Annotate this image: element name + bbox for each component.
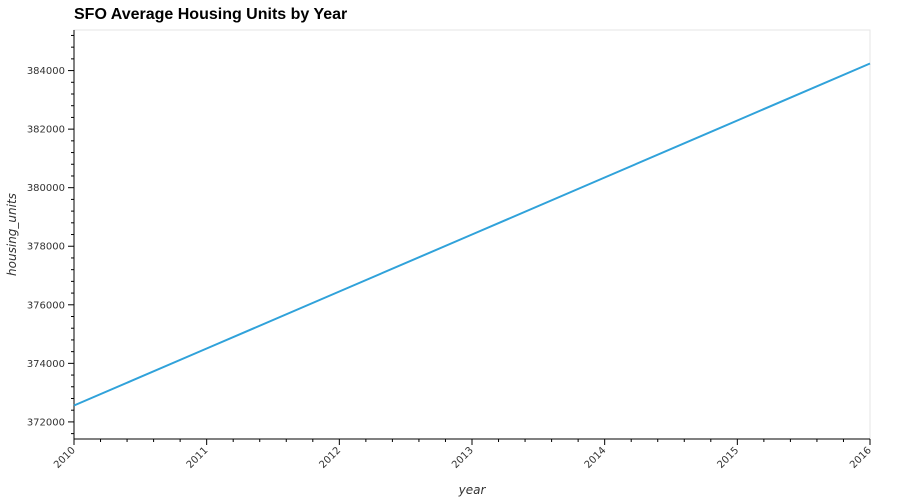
x-axis: 2010 2011 2012 2013 2014 2015 2016 [52, 438, 874, 471]
y-tick-label: 380000 [27, 183, 65, 194]
y-tick-label: 374000 [27, 359, 65, 370]
x-tick-label: 2014 [583, 445, 609, 471]
y-tick-label: 372000 [27, 417, 65, 428]
y-axis: 372000 374000 376000 378000 380000 382000 3840… [27, 30, 75, 439]
chart-title: SFO Average Housing Units by Year [74, 6, 348, 23]
x-axis-label: year [458, 483, 487, 497]
series-layer [73, 62, 871, 407]
y-tick-label: 376000 [27, 300, 65, 311]
x-tick-label: 2015 [715, 445, 741, 471]
x-tick-label: 2011 [185, 445, 211, 471]
x-tick-label: 2012 [317, 445, 343, 471]
y-tick-label: 384000 [27, 66, 65, 77]
x-tick-label: 2010 [52, 445, 78, 471]
x-tick-label: 2016 [848, 445, 874, 471]
y-tick-label: 382000 [27, 125, 65, 136]
x-tick-label: 2013 [450, 445, 476, 471]
y-tick-label: 378000 [27, 242, 65, 253]
series-line-0 [73, 62, 871, 407]
y-axis-label: housing_units [5, 193, 19, 276]
